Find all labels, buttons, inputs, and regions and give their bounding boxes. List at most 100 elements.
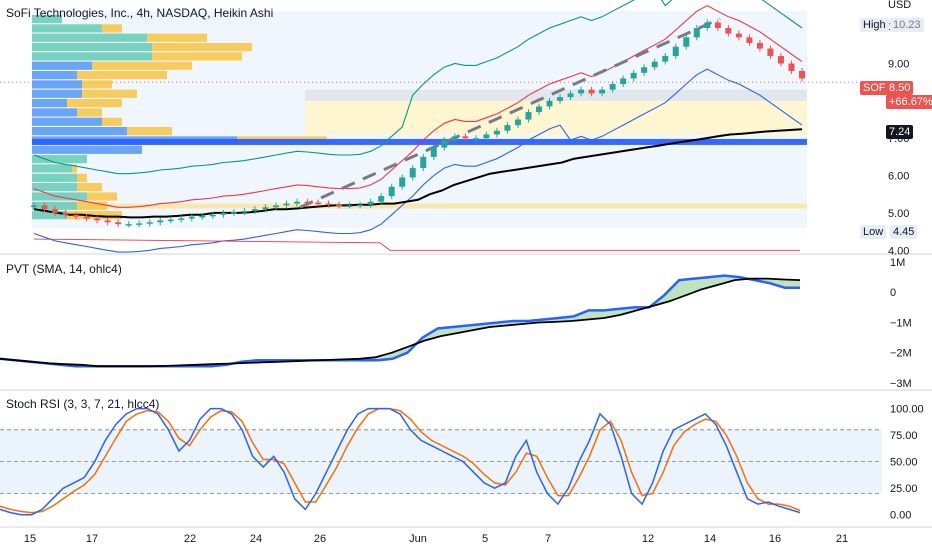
candle-body xyxy=(304,201,311,204)
candle-body xyxy=(146,222,153,224)
pvt-axis-tick-label: −2M xyxy=(890,348,912,360)
stoch-title: Stoch RSI (3, 3, 7, 21, hlcc4) xyxy=(6,397,160,411)
candle-body xyxy=(357,204,364,207)
pvt-fill-area xyxy=(0,275,800,367)
vp-bar-up xyxy=(32,164,72,173)
time-axis-tick-label: 17 xyxy=(86,533,98,545)
candle-body xyxy=(441,140,448,148)
vp-bar-up xyxy=(32,201,77,210)
candle-body xyxy=(136,223,143,225)
change-tag: +66.67% xyxy=(886,95,932,109)
pvt-axis-tick-label: −1M xyxy=(890,317,912,329)
time-axis-tick-label: 16 xyxy=(769,533,781,545)
candle-body xyxy=(725,28,732,34)
price-axis-tick-label: 5.00 xyxy=(888,208,909,220)
candle-body xyxy=(578,89,585,94)
candle-body xyxy=(188,216,195,219)
candle-body xyxy=(104,220,111,223)
value-area-zone xyxy=(305,100,807,135)
candle-body xyxy=(704,22,711,29)
vp-bar-up xyxy=(32,89,82,98)
vp-bar-up xyxy=(32,211,67,220)
candle-body xyxy=(588,89,595,94)
candle-body xyxy=(525,112,532,120)
candle-body xyxy=(735,33,742,38)
time-axis-tick-label: 7 xyxy=(545,533,551,545)
vp-bar-down xyxy=(92,61,192,70)
candle-body xyxy=(209,214,216,217)
candle-body xyxy=(230,212,237,214)
vp-bar-up xyxy=(32,80,82,89)
trend-projection-line xyxy=(299,17,721,209)
candle-body xyxy=(641,67,648,73)
candle-body xyxy=(693,28,700,38)
candle-body xyxy=(557,97,564,101)
upper-band-line xyxy=(33,0,803,175)
pvt-title: PVT (SMA, 14, ohlc4) xyxy=(6,262,122,276)
candle-body xyxy=(672,46,679,57)
vp-bar-down xyxy=(127,127,172,136)
candle-body xyxy=(325,203,332,206)
time-axis-tick-label: 26 xyxy=(314,533,326,545)
vp-bar-down xyxy=(67,98,122,108)
candle-body xyxy=(83,216,90,219)
vp-bar-down xyxy=(72,164,77,173)
candle-body xyxy=(167,219,174,222)
candle-body xyxy=(767,48,774,57)
vp-bar-down xyxy=(77,201,107,210)
vp-bar-down xyxy=(77,173,87,182)
stoch-axis-tick-label: 50.00 xyxy=(890,457,918,469)
candle-body xyxy=(620,78,627,85)
candle-body xyxy=(115,222,122,225)
pvt-axis-tick-label: −3M xyxy=(890,378,912,390)
candle-body xyxy=(662,56,669,62)
time-axis-tick-label: Jun xyxy=(409,533,427,545)
candle-body xyxy=(157,220,164,223)
price-axis-currency-label: USD xyxy=(888,0,911,11)
candle-body xyxy=(272,205,279,208)
vp-bar-down xyxy=(152,52,242,61)
candle-body xyxy=(504,125,511,131)
vp-bar-up xyxy=(32,33,147,42)
candle-body xyxy=(283,203,290,206)
price-axis-tick-label: 4.00 xyxy=(888,245,909,257)
time-axis-tick-label: 22 xyxy=(184,533,196,545)
candle-body xyxy=(125,224,132,226)
candle-body xyxy=(462,136,469,139)
candle-body xyxy=(52,209,59,213)
candle-body xyxy=(546,100,553,107)
time-axis-tick-label: 12 xyxy=(642,533,654,545)
vp-bar-down xyxy=(77,183,102,192)
low-value: 4.45 xyxy=(890,225,918,239)
candle-body xyxy=(493,130,500,135)
candle-body xyxy=(451,136,458,141)
candle-body xyxy=(651,61,658,68)
candle-body xyxy=(483,134,490,139)
vp-bar-up xyxy=(32,108,77,117)
candle-body xyxy=(472,138,479,140)
vp-bar-down xyxy=(102,24,122,33)
candle-body xyxy=(599,89,606,94)
time-axis-tick-label: 24 xyxy=(250,533,262,545)
candle-body xyxy=(336,204,343,207)
candle-body xyxy=(630,72,637,79)
pvt-axis-tick-label: 0 xyxy=(890,287,896,299)
candle-body xyxy=(756,42,763,49)
candle-body xyxy=(409,168,416,178)
vp-bar-up xyxy=(32,24,102,33)
candle-body xyxy=(378,196,385,202)
ma-value-tag: 7.24 xyxy=(886,125,914,139)
time-axis-tick-label: 21 xyxy=(836,533,848,545)
high-label: High xyxy=(860,18,889,32)
candle-body xyxy=(346,205,353,207)
vp-bar-up xyxy=(32,70,77,80)
vp-bar-down xyxy=(87,192,117,201)
candle-body xyxy=(535,106,542,113)
vp-bar-up xyxy=(32,183,77,192)
candle-body xyxy=(220,212,227,215)
candle-body xyxy=(294,201,301,204)
candle-body xyxy=(241,211,248,213)
stoch-axis-tick-label: 0.00 xyxy=(890,510,911,522)
